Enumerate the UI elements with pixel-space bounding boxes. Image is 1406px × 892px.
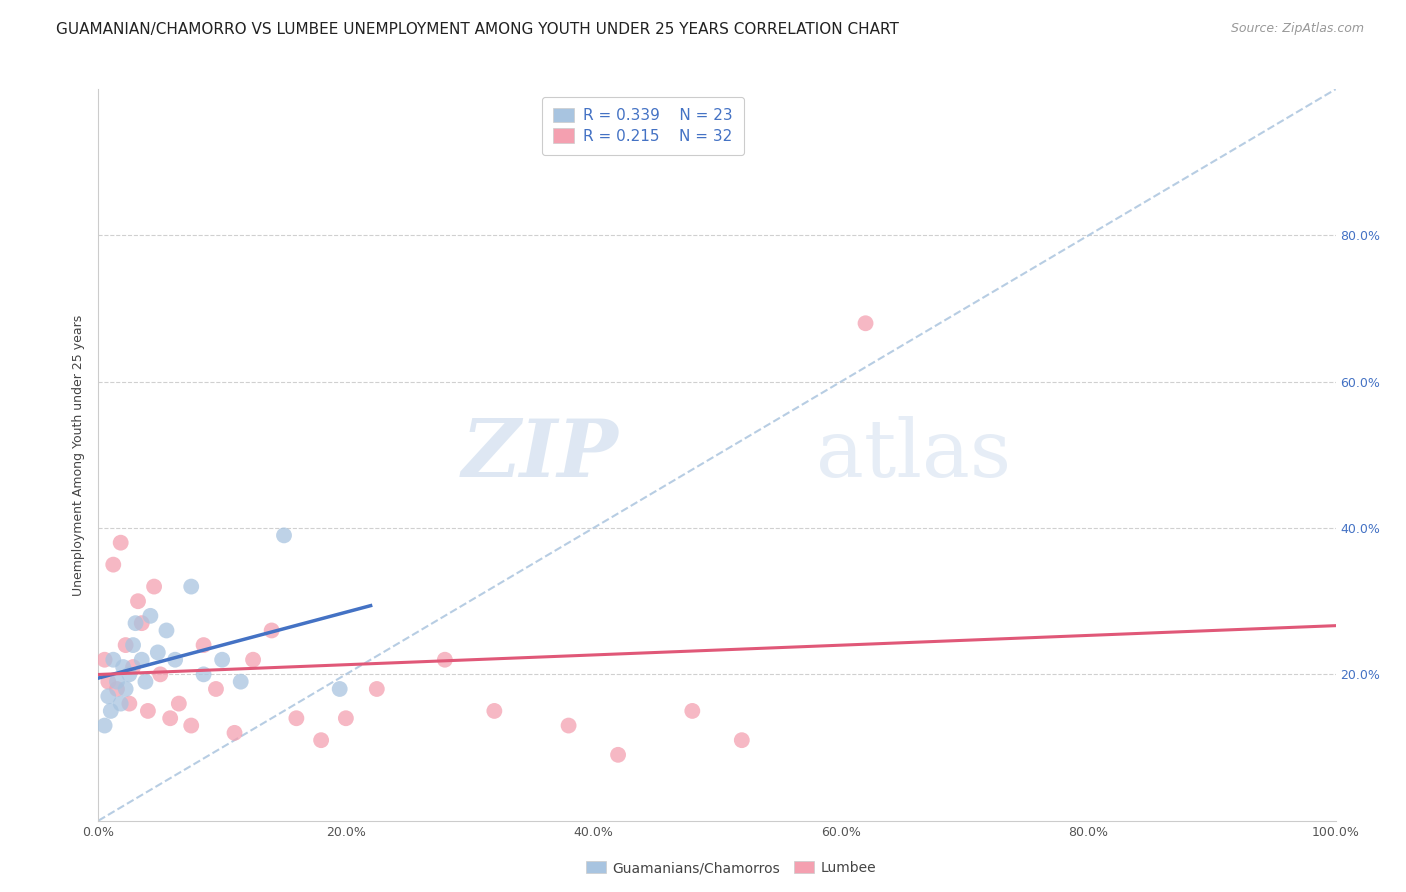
Point: [229, 674, 252, 689]
Point: [122, 638, 145, 652]
Point: [167, 697, 190, 711]
Point: [557, 718, 579, 732]
Legend: R = 0.339    N = 23, R = 0.215    N = 32: R = 0.339 N = 23, R = 0.215 N = 32: [543, 97, 744, 154]
Point: [193, 667, 215, 681]
Point: [149, 667, 172, 681]
Point: [855, 316, 877, 330]
Point: [124, 616, 146, 631]
Point: [366, 681, 388, 696]
Point: [97, 674, 120, 689]
Point: [180, 580, 202, 594]
Point: [105, 681, 128, 696]
Point: [110, 697, 132, 711]
Point: [118, 697, 141, 711]
Point: [114, 681, 136, 696]
Point: [103, 558, 125, 572]
Legend: Guamanians/Chamorros, Lumbee: Guamanians/Chamorros, Lumbee: [581, 855, 882, 880]
Point: [165, 653, 187, 667]
Point: [134, 674, 156, 689]
Point: [139, 608, 162, 623]
Point: [110, 535, 132, 549]
Text: atlas: atlas: [815, 416, 1011, 494]
Point: [309, 733, 332, 747]
Point: [155, 624, 177, 638]
Point: [433, 653, 456, 667]
Point: [193, 638, 215, 652]
Point: [143, 580, 166, 594]
Point: [224, 726, 246, 740]
Point: [260, 624, 283, 638]
Point: [329, 681, 352, 696]
Point: [159, 711, 181, 725]
Text: GUAMANIAN/CHAMORRO VS LUMBEE UNEMPLOYMENT AMONG YOUTH UNDER 25 YEARS CORRELATION: GUAMANIAN/CHAMORRO VS LUMBEE UNEMPLOYMEN…: [56, 22, 898, 37]
Point: [112, 660, 135, 674]
Point: [607, 747, 630, 762]
Point: [242, 653, 264, 667]
Point: [731, 733, 754, 747]
Point: [100, 704, 122, 718]
Point: [136, 704, 159, 718]
Point: [681, 704, 703, 718]
Point: [146, 645, 169, 659]
Text: ZIP: ZIP: [461, 417, 619, 493]
Point: [131, 616, 153, 631]
Point: [118, 667, 141, 681]
Point: [484, 704, 506, 718]
Y-axis label: Unemployment Among Youth under 25 years: Unemployment Among Youth under 25 years: [72, 314, 86, 596]
Point: [122, 660, 145, 674]
Point: [285, 711, 308, 725]
Point: [205, 681, 228, 696]
Point: [93, 718, 115, 732]
Point: [93, 653, 115, 667]
Point: [273, 528, 295, 542]
Point: [335, 711, 357, 725]
Point: [211, 653, 233, 667]
Point: [127, 594, 149, 608]
Point: [103, 653, 125, 667]
Point: [180, 718, 202, 732]
Point: [105, 674, 128, 689]
Point: [114, 638, 136, 652]
Point: [97, 690, 120, 704]
Text: Source: ZipAtlas.com: Source: ZipAtlas.com: [1230, 22, 1364, 36]
Point: [131, 653, 153, 667]
